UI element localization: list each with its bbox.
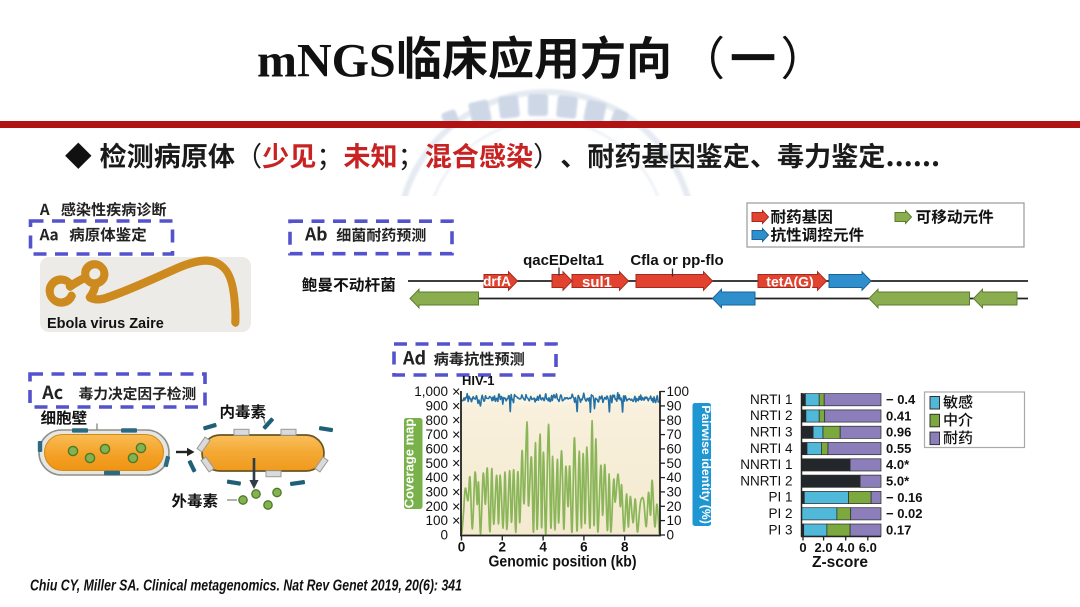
svg-text:0: 0 bbox=[458, 540, 466, 555]
svg-text:PI 1: PI 1 bbox=[768, 490, 792, 505]
svg-text:×: × bbox=[452, 471, 460, 487]
svg-text:0: 0 bbox=[667, 528, 675, 543]
svg-text:mNGS: mNGS bbox=[257, 35, 396, 88]
svg-text:sul1: sul1 bbox=[582, 274, 612, 291]
svg-text:− 0.16: − 0.16 bbox=[886, 490, 923, 505]
svg-text:×: × bbox=[452, 442, 460, 458]
svg-text:4.0*: 4.0* bbox=[886, 457, 910, 472]
svg-text:6: 6 bbox=[580, 540, 588, 555]
svg-text:×: × bbox=[452, 413, 460, 429]
svg-text:40: 40 bbox=[667, 470, 682, 485]
svg-text:×: × bbox=[452, 485, 460, 501]
svg-text:×: × bbox=[452, 385, 460, 401]
svg-text:1,000: 1,000 bbox=[414, 384, 448, 399]
svg-text:2.0: 2.0 bbox=[815, 540, 833, 555]
svg-text:300: 300 bbox=[425, 485, 448, 500]
svg-text:NRTI 3: NRTI 3 bbox=[750, 425, 793, 440]
svg-text:Ebola virus Zaire: Ebola virus Zaire bbox=[47, 316, 164, 332]
svg-text:×: × bbox=[452, 499, 460, 515]
svg-text:Z-score: Z-score bbox=[812, 554, 868, 571]
svg-text:100: 100 bbox=[667, 384, 690, 399]
svg-text:Cfla or pp-flo: Cfla or pp-flo bbox=[630, 252, 723, 269]
svg-text:tetA(G): tetA(G) bbox=[766, 274, 813, 290]
svg-text:20: 20 bbox=[667, 499, 682, 514]
svg-text:6.0: 6.0 bbox=[859, 540, 877, 555]
svg-text:0.96: 0.96 bbox=[886, 425, 911, 440]
svg-text:600: 600 bbox=[425, 442, 448, 457]
svg-text:NNRTI 1: NNRTI 1 bbox=[740, 457, 792, 472]
svg-text:4: 4 bbox=[539, 540, 547, 555]
svg-text:4.0: 4.0 bbox=[837, 540, 855, 555]
svg-text:100: 100 bbox=[425, 513, 448, 528]
svg-text:drfA: drfA bbox=[483, 274, 511, 289]
svg-text:80: 80 bbox=[667, 413, 682, 428]
svg-text:− 0.02: − 0.02 bbox=[886, 506, 923, 521]
svg-text:8: 8 bbox=[621, 540, 629, 555]
svg-text:×: × bbox=[452, 428, 460, 444]
svg-text:Coverage map: Coverage map bbox=[402, 419, 417, 509]
svg-text:NNRTI 2: NNRTI 2 bbox=[740, 473, 792, 488]
svg-text:Genomic position (kb): Genomic position (kb) bbox=[489, 554, 637, 571]
svg-text:900: 900 bbox=[425, 399, 448, 414]
svg-text:PI 3: PI 3 bbox=[768, 522, 792, 537]
svg-text:NRTI 4: NRTI 4 bbox=[750, 441, 793, 456]
svg-text:0.41: 0.41 bbox=[886, 408, 911, 423]
svg-text:90: 90 bbox=[667, 399, 682, 414]
svg-text:400: 400 bbox=[425, 470, 448, 485]
svg-text:800: 800 bbox=[425, 413, 448, 428]
svg-text:0.55: 0.55 bbox=[886, 441, 911, 456]
svg-text:×: × bbox=[452, 514, 460, 530]
svg-text:70: 70 bbox=[667, 427, 682, 442]
svg-text:qacEDelta1: qacEDelta1 bbox=[523, 252, 604, 269]
svg-text:200: 200 bbox=[425, 499, 448, 514]
svg-text:0: 0 bbox=[799, 540, 806, 555]
svg-text:HIV-1: HIV-1 bbox=[462, 373, 495, 388]
svg-text:NRTI 2: NRTI 2 bbox=[750, 408, 793, 423]
svg-text:10: 10 bbox=[667, 513, 682, 528]
svg-text:700: 700 bbox=[425, 427, 448, 442]
svg-text:0.17: 0.17 bbox=[886, 522, 911, 537]
svg-text:Chiu CY, Miller SA. Clinical m: Chiu CY, Miller SA. Clinical metagenomic… bbox=[30, 578, 462, 595]
svg-text:30: 30 bbox=[667, 485, 682, 500]
svg-text:50: 50 bbox=[667, 456, 682, 471]
svg-text:500: 500 bbox=[425, 456, 448, 471]
svg-text:0: 0 bbox=[440, 528, 448, 543]
svg-text:Pairwise identity (%): Pairwise identity (%) bbox=[699, 405, 713, 524]
svg-text:PI 2: PI 2 bbox=[768, 506, 792, 521]
svg-text:2: 2 bbox=[499, 540, 507, 555]
svg-text:NRTI 1: NRTI 1 bbox=[750, 392, 793, 407]
svg-text:5.0*: 5.0* bbox=[886, 474, 910, 489]
svg-text:×: × bbox=[452, 456, 460, 472]
svg-text:×: × bbox=[452, 399, 460, 415]
svg-text:60: 60 bbox=[667, 442, 682, 457]
svg-text:− 0.4: − 0.4 bbox=[886, 392, 916, 407]
